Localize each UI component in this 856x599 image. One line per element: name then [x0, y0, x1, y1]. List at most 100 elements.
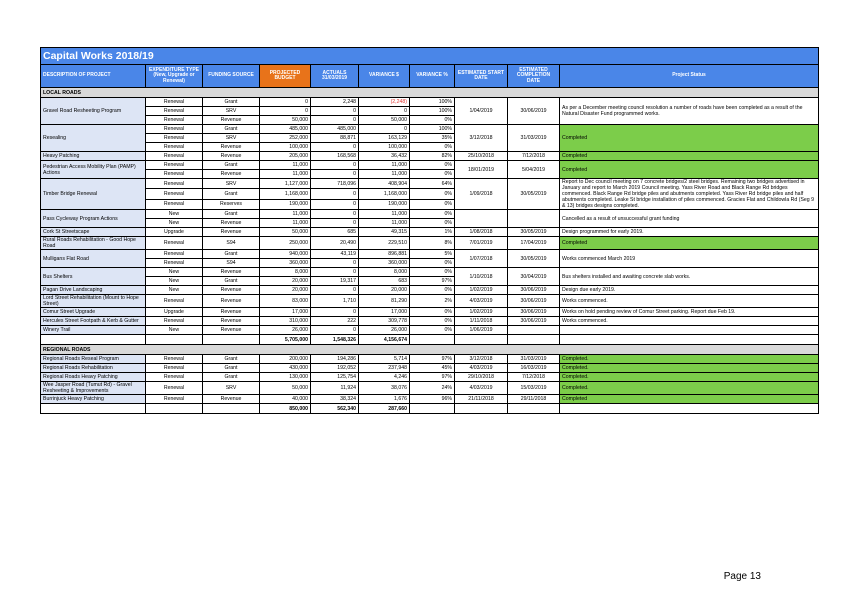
funding-source-cell: Grant — [202, 249, 260, 259]
projected-budget-cell: 83,000 — [259, 294, 311, 308]
actuals-cell: 125,754 — [310, 372, 359, 382]
project-description: Pedestrian Access Mobility Plan (PAMP) A… — [40, 160, 146, 179]
project-description: Rural Roads Rehabilitation - Good Hope R… — [40, 236, 146, 250]
funding-source-cell: Revenue — [202, 325, 260, 335]
variance-percent-cell: 35% — [409, 133, 455, 143]
actuals-cell: 194,286 — [310, 354, 359, 364]
expenditure-type-cell: New — [145, 276, 203, 286]
table-row: Bus Shelters New Revenue 8,000 0 8,000 0% 1/10/… — [40, 267, 820, 286]
expenditure-type-cell: Renewal — [145, 258, 203, 268]
table-row: Regional Roads Reseal Program Renewal Gran… — [40, 354, 820, 364]
project-description: Bus Shelters — [40, 267, 146, 286]
project-description: Pagan Drive Landscaping — [40, 285, 146, 295]
expenditure-type-cell: Renewal — [145, 124, 203, 134]
variance-dollar-cell: 0 — [358, 124, 410, 134]
table-row: Burrinjuck Heavy Patching Renewal Revenue 4… — [40, 394, 820, 404]
table-row: Gravel Road Resheeting Program Renewal Gra… — [40, 97, 820, 125]
total-budget-cell: 5,705,000 — [259, 334, 311, 345]
expenditure-type-cell: Renewal — [145, 188, 203, 200]
funding-source-cell: Revenue — [202, 316, 260, 326]
funding-source-cell: SRV — [202, 133, 260, 143]
expenditure-type-cell: Renewal — [145, 198, 203, 211]
expenditure-type-cell: Upgrade — [145, 227, 203, 237]
projected-budget-cell: 485,000 — [259, 124, 311, 134]
blank-cell — [454, 403, 508, 414]
variance-dollar-cell: 17,000 — [358, 307, 410, 317]
variance-dollar-cell: 36,432 — [358, 151, 410, 161]
actuals-cell: 0 — [310, 198, 359, 211]
expenditure-type-cell: Renewal — [145, 294, 203, 308]
completion-date-cell: 30/06/2019 — [507, 316, 560, 326]
completion-date-cell: 7/12/2018 — [507, 151, 560, 161]
funding-source-cell: SRV — [202, 177, 260, 190]
project-status-cell: Completed. — [558, 381, 820, 395]
expenditure-type-cell: New — [145, 218, 203, 228]
variance-percent-cell: 0% — [409, 209, 455, 219]
variance-dollar-cell: 11,000 — [358, 169, 410, 179]
funding-source-cell: Revenue — [202, 294, 260, 308]
project-description: Resealing — [40, 124, 146, 152]
start-date-cell: 18/01/2019 — [454, 160, 508, 179]
variance-dollar-cell: 100,000 — [358, 142, 410, 152]
total-actuals-cell: 562,340 — [310, 403, 359, 414]
project-description: Lord Street Rehabilitation (Mount to Hop… — [40, 294, 146, 308]
header-start-date: ESTIMATED START DATE — [454, 64, 508, 88]
expenditure-type-cell: Renewal — [145, 381, 203, 395]
actuals-cell: 0 — [310, 307, 359, 317]
expenditure-type-cell: Renewal — [145, 363, 203, 373]
actuals-cell: 0 — [310, 285, 359, 295]
table-row: Renewal Revenue 11,000 0 11,000 0% — [41, 169, 819, 179]
completion-date-cell: 5/04/2019 — [507, 160, 560, 179]
funding-source-cell: Grant — [202, 363, 260, 373]
table-row: Hercules Street Footpath & Kerb & Gutter… — [40, 316, 820, 326]
table-row: Wee Jasper Road (Tumut Rd) - Gravel Resh… — [40, 381, 820, 395]
projected-budget-cell: 50,000 — [259, 381, 311, 395]
variance-percent-cell: 0% — [409, 258, 455, 268]
expenditure-type-cell: Renewal — [145, 97, 203, 107]
variance-percent-cell: 64% — [409, 177, 455, 190]
funding-source-cell: Grant — [202, 124, 260, 134]
expenditure-type-cell: Upgrade — [145, 307, 203, 317]
variance-percent-cell: 0% — [409, 316, 455, 326]
projected-budget-cell: 11,000 — [259, 169, 311, 179]
variance-percent-cell: 24% — [409, 381, 455, 395]
projected-budget-cell: 205,000 — [259, 151, 311, 161]
variance-dollar-cell: 229,510 — [358, 236, 410, 250]
funding-source-cell: SRV — [202, 106, 260, 116]
blank-cell — [454, 334, 508, 345]
projected-budget-cell: 130,000 — [259, 372, 311, 382]
section-local-roads: LOCAL ROADS — [39, 87, 820, 98]
completion-date-cell: 30/04/2019 — [507, 267, 560, 286]
expenditure-type-cell: Renewal — [145, 106, 203, 116]
funding-source-cell: Grant — [202, 188, 260, 200]
expenditure-type-cell: New — [145, 325, 203, 335]
expenditure-type-cell: Renewal — [145, 160, 203, 170]
project-status-cell: Works on hold pending review of Comur St… — [558, 307, 820, 317]
expenditure-type-cell: Renewal — [145, 151, 203, 161]
variance-percent-cell: 0% — [409, 115, 455, 125]
variance-dollar-cell: 8,000 — [358, 267, 410, 277]
blank-cell — [145, 334, 203, 345]
projected-budget-cell: 190,000 — [259, 198, 311, 211]
project-status-cell: Design due early 2019. — [558, 285, 820, 295]
actuals-cell: 43,119 — [310, 249, 359, 259]
projected-budget-cell: 26,000 — [259, 325, 311, 335]
table-row: Regional Roads Heavy Patching Renewal Gran… — [40, 372, 820, 382]
actuals-cell: 0 — [310, 106, 359, 116]
variance-dollar-cell: 38,076 — [358, 381, 410, 395]
start-date-cell: 1/08/2018 — [454, 227, 508, 237]
variance-percent-cell: 0% — [409, 285, 455, 295]
variance-dollar-cell: 81,290 — [358, 294, 410, 308]
variance-dollar-cell: 683 — [358, 276, 410, 286]
start-date-cell: 1/04/2019 — [454, 97, 508, 125]
blank-cell — [202, 334, 260, 345]
variance-dollar-cell: 26,000 — [358, 325, 410, 335]
variance-percent-cell: 0% — [409, 169, 455, 179]
project-status-cell: Works commenced. — [558, 316, 820, 326]
expenditure-type-cell: Renewal — [145, 316, 203, 326]
start-date-cell: 1/11/2018 — [454, 316, 508, 326]
expenditure-type-cell: Renewal — [145, 249, 203, 259]
start-date-cell: 3/12/2018 — [454, 354, 508, 364]
projected-budget-cell: 50,000 — [259, 227, 311, 237]
expenditure-type-cell: Renewal — [145, 115, 203, 125]
